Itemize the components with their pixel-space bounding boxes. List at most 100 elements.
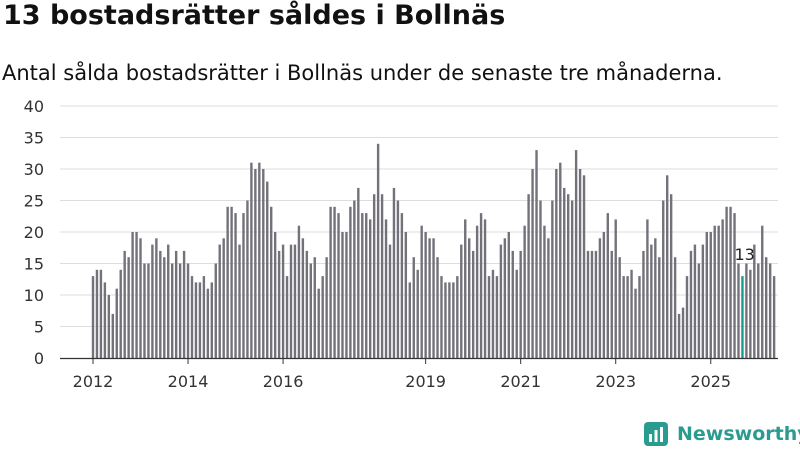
bar <box>155 238 158 358</box>
x-axis <box>60 357 778 364</box>
bar <box>313 257 316 358</box>
y-tick-label: 15 <box>24 255 44 274</box>
bar <box>681 307 685 358</box>
bar <box>606 213 609 358</box>
bar <box>673 257 677 358</box>
bar <box>468 238 471 358</box>
bar <box>749 269 752 358</box>
bar <box>483 219 487 358</box>
bar <box>147 263 150 358</box>
bar <box>487 276 491 358</box>
bar <box>246 200 249 358</box>
x-tick-label: 2014 <box>168 372 209 391</box>
bar <box>519 250 522 358</box>
bar <box>650 244 653 358</box>
highlighted-bar <box>741 276 744 358</box>
last-value-label: 13 <box>734 245 754 264</box>
bar <box>535 150 538 358</box>
bar <box>721 219 724 358</box>
y-tick-label: 0 <box>34 349 44 368</box>
bar <box>270 206 273 358</box>
newsworthy-logo-text: Newsworthy <box>677 423 800 445</box>
bar <box>523 225 526 358</box>
bar <box>392 187 396 358</box>
bar <box>539 200 542 358</box>
bar <box>729 206 732 358</box>
bar <box>99 269 103 358</box>
bar <box>111 313 114 358</box>
bar <box>662 200 665 358</box>
bar <box>254 169 257 358</box>
bar <box>701 244 705 358</box>
bar <box>238 244 241 358</box>
bar <box>511 250 514 358</box>
bar <box>202 276 206 358</box>
bar <box>709 232 712 358</box>
chart-subtitle: Antal sålda bostadsrätter i Bollnäs unde… <box>2 61 723 85</box>
bar <box>194 282 198 358</box>
bar <box>289 244 293 358</box>
bar <box>163 257 166 358</box>
bar <box>325 257 328 358</box>
bar <box>428 238 431 358</box>
bar <box>503 238 507 358</box>
bar <box>733 213 736 358</box>
bar <box>543 225 546 358</box>
bar <box>190 276 194 358</box>
bar <box>444 282 447 358</box>
bar <box>618 257 621 358</box>
bar <box>590 250 594 358</box>
bar <box>210 282 213 358</box>
bar <box>614 219 617 358</box>
bar <box>495 276 499 358</box>
bar <box>666 175 669 358</box>
bar <box>115 288 118 358</box>
bar <box>464 219 467 358</box>
bar <box>214 263 217 358</box>
bar <box>408 282 411 358</box>
bar <box>301 238 305 358</box>
bar <box>499 244 503 358</box>
bar <box>745 263 748 358</box>
bar <box>182 250 186 358</box>
bar <box>353 200 356 358</box>
bar <box>460 244 463 358</box>
bar <box>654 238 657 358</box>
x-tick-label: 2012 <box>73 372 114 391</box>
y-tick-label: 35 <box>24 129 44 148</box>
bar <box>226 206 229 358</box>
bar <box>567 194 570 358</box>
y-tick-label: 25 <box>24 192 44 211</box>
chart-title: 13 bostadsrätter såldes i Bollnäs <box>3 0 506 31</box>
bar <box>119 269 122 358</box>
bar <box>293 244 297 358</box>
bar <box>559 162 562 358</box>
newsworthy-logo-icon <box>644 422 668 446</box>
x-tick-label: 2016 <box>263 372 304 391</box>
bar <box>159 250 162 358</box>
bar <box>456 276 459 358</box>
bar <box>266 181 269 358</box>
bar <box>753 244 756 358</box>
bar <box>198 282 202 358</box>
bar <box>440 276 443 358</box>
bar <box>765 257 768 358</box>
bar <box>333 206 336 358</box>
x-tick-label: 2019 <box>405 372 446 391</box>
bar <box>685 276 689 358</box>
bar <box>555 169 558 358</box>
bar <box>475 225 479 358</box>
bar <box>432 238 435 358</box>
bar <box>305 250 309 358</box>
bar <box>772 276 776 358</box>
bar <box>400 213 404 358</box>
bar <box>222 238 225 358</box>
bar <box>380 194 384 358</box>
bar <box>563 187 566 358</box>
bar <box>737 263 740 358</box>
bar <box>123 250 126 358</box>
bar <box>273 232 277 358</box>
bar <box>713 225 716 358</box>
bar <box>262 169 265 358</box>
